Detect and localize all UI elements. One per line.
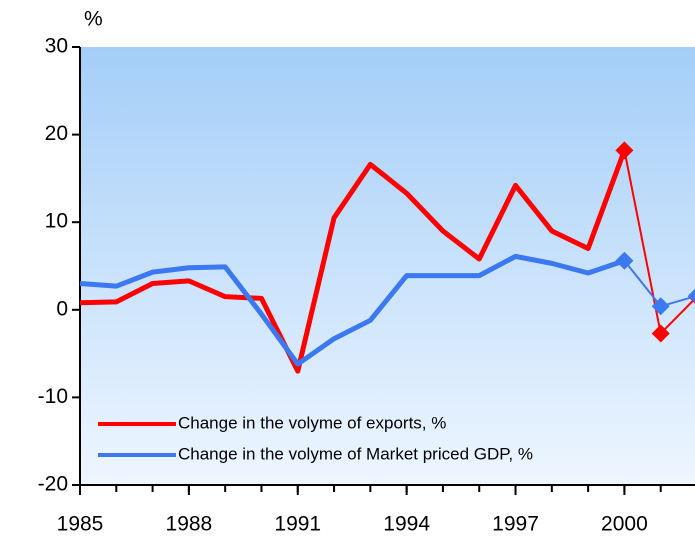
point-marker [651,297,670,316]
x-tick-label: 1985 [57,513,104,536]
x-tick-label: 1994 [383,513,430,536]
y-axis-label: % [84,8,103,31]
y-tick-label: -20 [38,473,68,496]
x-tick-label: 1997 [492,513,539,536]
y-tick-label: 10 [45,210,68,233]
x-tick-label: 1991 [274,513,321,536]
series-line [79,149,627,374]
x-tick-label: 1988 [166,513,213,536]
y-tick-label: 0 [56,297,68,320]
point-marker [615,251,634,270]
point-marker [651,324,670,343]
point-marker [615,141,634,160]
y-tick-label: -10 [38,385,68,408]
series-line [79,253,626,367]
y-tick-label: 20 [45,122,68,145]
legend-label: Change in the volyme of Market priced GD… [178,444,533,463]
legend-label: Change in the volyme of exports, % [178,413,446,432]
point-marker [688,288,695,303]
y-tick-label: 30 [45,35,68,58]
x-tick-label: 2000 [601,513,648,536]
plot-area [80,47,695,485]
